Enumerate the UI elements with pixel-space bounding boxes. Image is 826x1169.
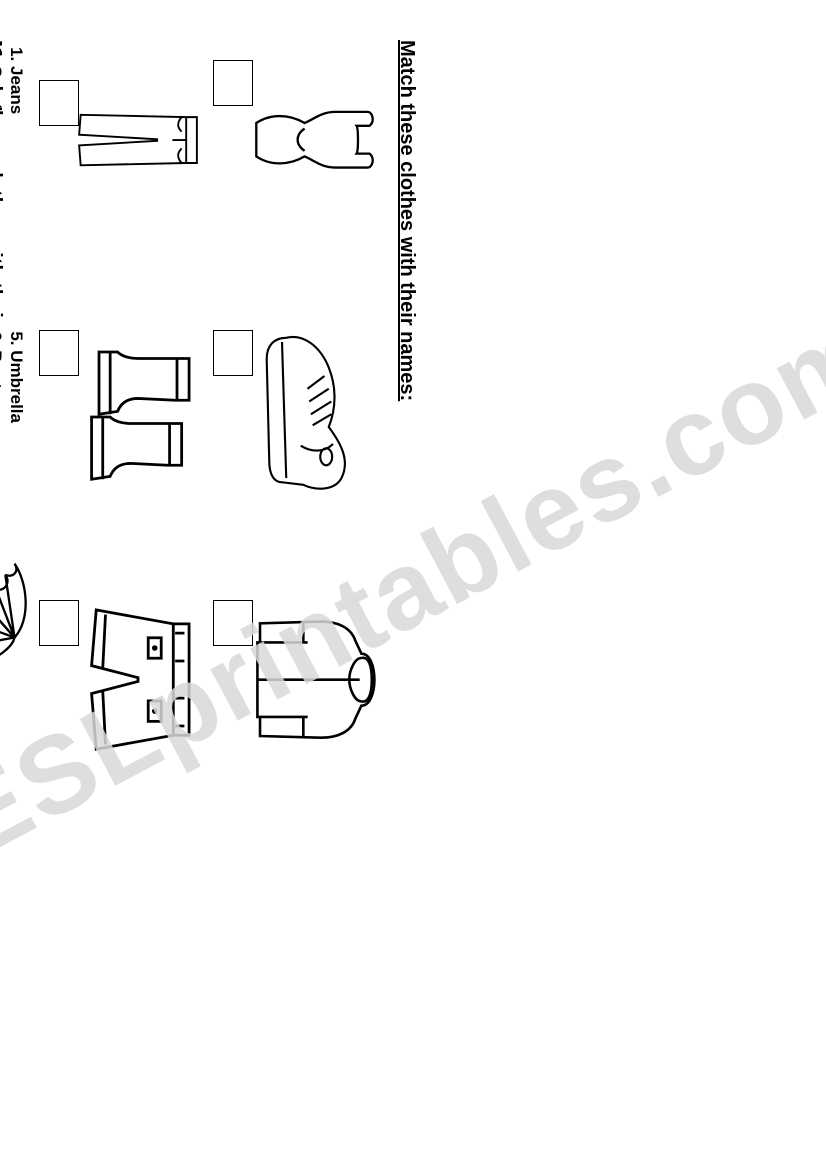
jeans-icon [73,55,203,225]
list-col-1: Jeans Sneakers Shorts Bathing suit [0,40,27,164]
item-sneakers [213,310,377,510]
list-col-2: Umbrella Boots Coat [0,324,27,423]
sheet: Match these clothes with their names: [35,0,448,1169]
bathing-suit-icon [247,55,377,225]
item-coat [213,580,377,780]
worksheet-copy-2: Match these clothes with their names: [0,378,826,791]
umbrella-icon [0,535,33,685]
list-item: Jeans [6,66,27,164]
item-jeans [39,40,203,240]
boots-icon [73,325,203,495]
answer-box[interactable] [39,80,79,126]
image-row-2 [39,40,203,1129]
answer-box[interactable] [39,330,79,376]
coat-icon [247,595,377,765]
answer-box[interactable] [39,600,79,646]
image-row-1 [213,40,377,1129]
item-shorts [39,580,203,780]
list-item: Sneakers [0,66,6,164]
sneakers-icon [247,325,377,495]
item-boots [39,310,203,510]
bottom-row: Jeans Sneakers Shorts Bathing suit Umbre… [0,40,33,1129]
shorts-icon [73,595,203,765]
page: ESLprintables.com Match these clothes wi… [0,0,826,1169]
item-bathing-suit [213,40,377,240]
list-item: Boots [0,350,6,423]
answer-box[interactable] [213,330,253,376]
list-item: Umbrella [6,350,27,423]
word-lists: Jeans Sneakers Shorts Bathing suit Umbre… [0,40,27,423]
item-umbrella [0,493,33,673]
answer-box[interactable] [213,60,253,106]
answer-box[interactable] [213,600,253,646]
worksheet-title: Match these clothes with their names: [395,40,418,1129]
